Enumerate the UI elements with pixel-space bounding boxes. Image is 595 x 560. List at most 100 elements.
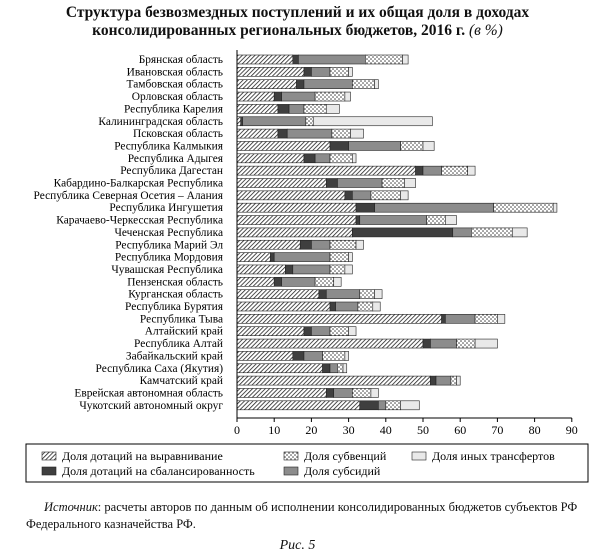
- bar-seg-28-0: [236, 400, 361, 411]
- bar-seg-18-3: [314, 276, 335, 287]
- bar-seg-27-1: [325, 388, 335, 398]
- bar-seg-0-2: [298, 54, 366, 65]
- bar-seg-20-1: [329, 301, 336, 312]
- x-tick-label-8: 80: [529, 423, 541, 437]
- x-tick-label-6: 60: [454, 423, 466, 437]
- bar-seg-19-1: [318, 289, 327, 299]
- source-label: Источник: [44, 500, 98, 514]
- bar-seg-12-0: [236, 202, 357, 213]
- bar-seg-25-4: [342, 363, 348, 374]
- bar-seg-1-1: [303, 67, 312, 77]
- bar-seg-9-3: [441, 165, 468, 176]
- bar-seg-23-0: [236, 338, 424, 349]
- bar-seg-3-1: [273, 91, 282, 102]
- bar-seg-11-1: [344, 190, 353, 201]
- category-label-2: Тамбовская область: [127, 79, 223, 91]
- bar-seg-0-0: [236, 54, 294, 65]
- bar-seg-11-0: [236, 190, 346, 201]
- bar-seg-6-3: [331, 128, 351, 139]
- bar-seg-23-3: [456, 338, 476, 349]
- bar-seg-2-1: [296, 79, 305, 89]
- chart-title-line1: Структура безвозмездных поступлений и их…: [65, 4, 530, 21]
- x-tick-label-4: 40: [380, 423, 392, 437]
- bar-seg-6-4: [350, 128, 364, 139]
- legend-swatch-2: [411, 451, 427, 461]
- bar-seg-21-1: [441, 314, 446, 324]
- bar-seg-22-3: [329, 326, 349, 337]
- category-label-3: Орловская область: [132, 91, 223, 103]
- bar-seg-15-1: [299, 239, 312, 250]
- bar-seg-19-3: [359, 289, 375, 299]
- x-tick-label-2: 20: [305, 423, 317, 437]
- bar-seg-17-2: [292, 264, 331, 275]
- legend-box: [25, 443, 589, 483]
- bar-seg-18-1: [273, 276, 282, 287]
- bar-seg-8-4: [352, 153, 357, 164]
- bar-seg-8-0: [236, 153, 305, 164]
- bar-seg-5-0: [236, 116, 242, 127]
- bar-seg-21-2: [445, 314, 476, 324]
- category-label-0: Брянская область: [139, 54, 223, 66]
- bar-seg-1-0: [236, 67, 305, 77]
- bar-seg-11-3: [370, 190, 401, 201]
- bar-seg-17-4: [344, 264, 353, 275]
- bar-seg-16-2: [273, 252, 331, 262]
- bar-seg-20-4: [372, 301, 381, 312]
- bar-seg-27-2: [333, 388, 353, 398]
- bar-seg-0-3: [365, 54, 403, 65]
- bar-seg-23-2: [430, 338, 457, 349]
- bar-seg-17-0: [236, 264, 286, 275]
- bar-seg-19-2: [325, 289, 361, 299]
- bar-seg-4-0: [236, 104, 279, 114]
- bar-seg-3-3: [314, 91, 346, 102]
- bars-layer: [236, 54, 558, 411]
- x-axis: 0 10 20 30 40 50 60 70 80 90: [234, 50, 578, 437]
- bar-seg-15-2: [311, 239, 331, 250]
- bar-seg-4-4: [325, 104, 340, 114]
- bar-seg-7-4: [422, 141, 435, 151]
- bar-seg-27-3: [352, 388, 372, 398]
- bar-seg-3-2: [281, 91, 316, 102]
- bar-seg-2-2: [303, 79, 353, 89]
- bar-seg-7-3: [400, 141, 424, 151]
- bar-seg-13-3: [426, 215, 446, 225]
- chart-title-unit: (в %): [468, 22, 503, 39]
- bar-seg-18-2: [281, 276, 316, 287]
- bar-seg-7-1: [329, 141, 349, 151]
- category-label-17: Чувашская Республика: [111, 264, 223, 276]
- bar-seg-22-1: [303, 326, 312, 337]
- bar-seg-27-0: [236, 388, 327, 398]
- category-label-6: Псковская область: [133, 128, 223, 140]
- bar-seg-28-3: [385, 400, 401, 411]
- bar-seg-24-2: [303, 351, 323, 361]
- bar-seg-8-3: [329, 153, 353, 164]
- x-tick-label-5: 50: [417, 423, 429, 437]
- bar-seg-14-3: [471, 227, 513, 238]
- bar-seg-23-1: [422, 338, 431, 349]
- category-label-7: Республика Калмыкия: [114, 140, 224, 152]
- bar-seg-2-4: [374, 79, 379, 89]
- bar-seg-5-3: [305, 116, 314, 127]
- bar-seg-18-4: [333, 276, 342, 287]
- bar-seg-4-2: [288, 104, 305, 114]
- bar-seg-1-3: [329, 67, 349, 77]
- bar-seg-9-4: [467, 165, 476, 176]
- bar-seg-20-0: [236, 301, 331, 312]
- bar-seg-16-3: [329, 252, 349, 262]
- bar-seg-22-2: [311, 326, 331, 337]
- bar-seg-21-0: [236, 314, 442, 324]
- bar-seg-19-0: [236, 289, 320, 299]
- x-tick-label-0: 0: [234, 423, 240, 437]
- bar-seg-28-2: [378, 400, 387, 411]
- bar-seg-6-1: [277, 128, 288, 139]
- category-label-27: Еврейская автономная область: [74, 387, 223, 399]
- bar-seg-21-3: [474, 314, 498, 324]
- bar-seg-5-2: [242, 116, 307, 127]
- category-label-24: Забайкальский край: [126, 350, 223, 362]
- bar-seg-9-2: [422, 165, 442, 176]
- x-tick-label-3: 30: [343, 423, 355, 437]
- bar-seg-11-4: [400, 190, 409, 201]
- figure-caption: Рис. 5: [279, 538, 316, 553]
- bar-seg-4-3: [303, 104, 327, 114]
- bar-seg-22-0: [236, 326, 305, 337]
